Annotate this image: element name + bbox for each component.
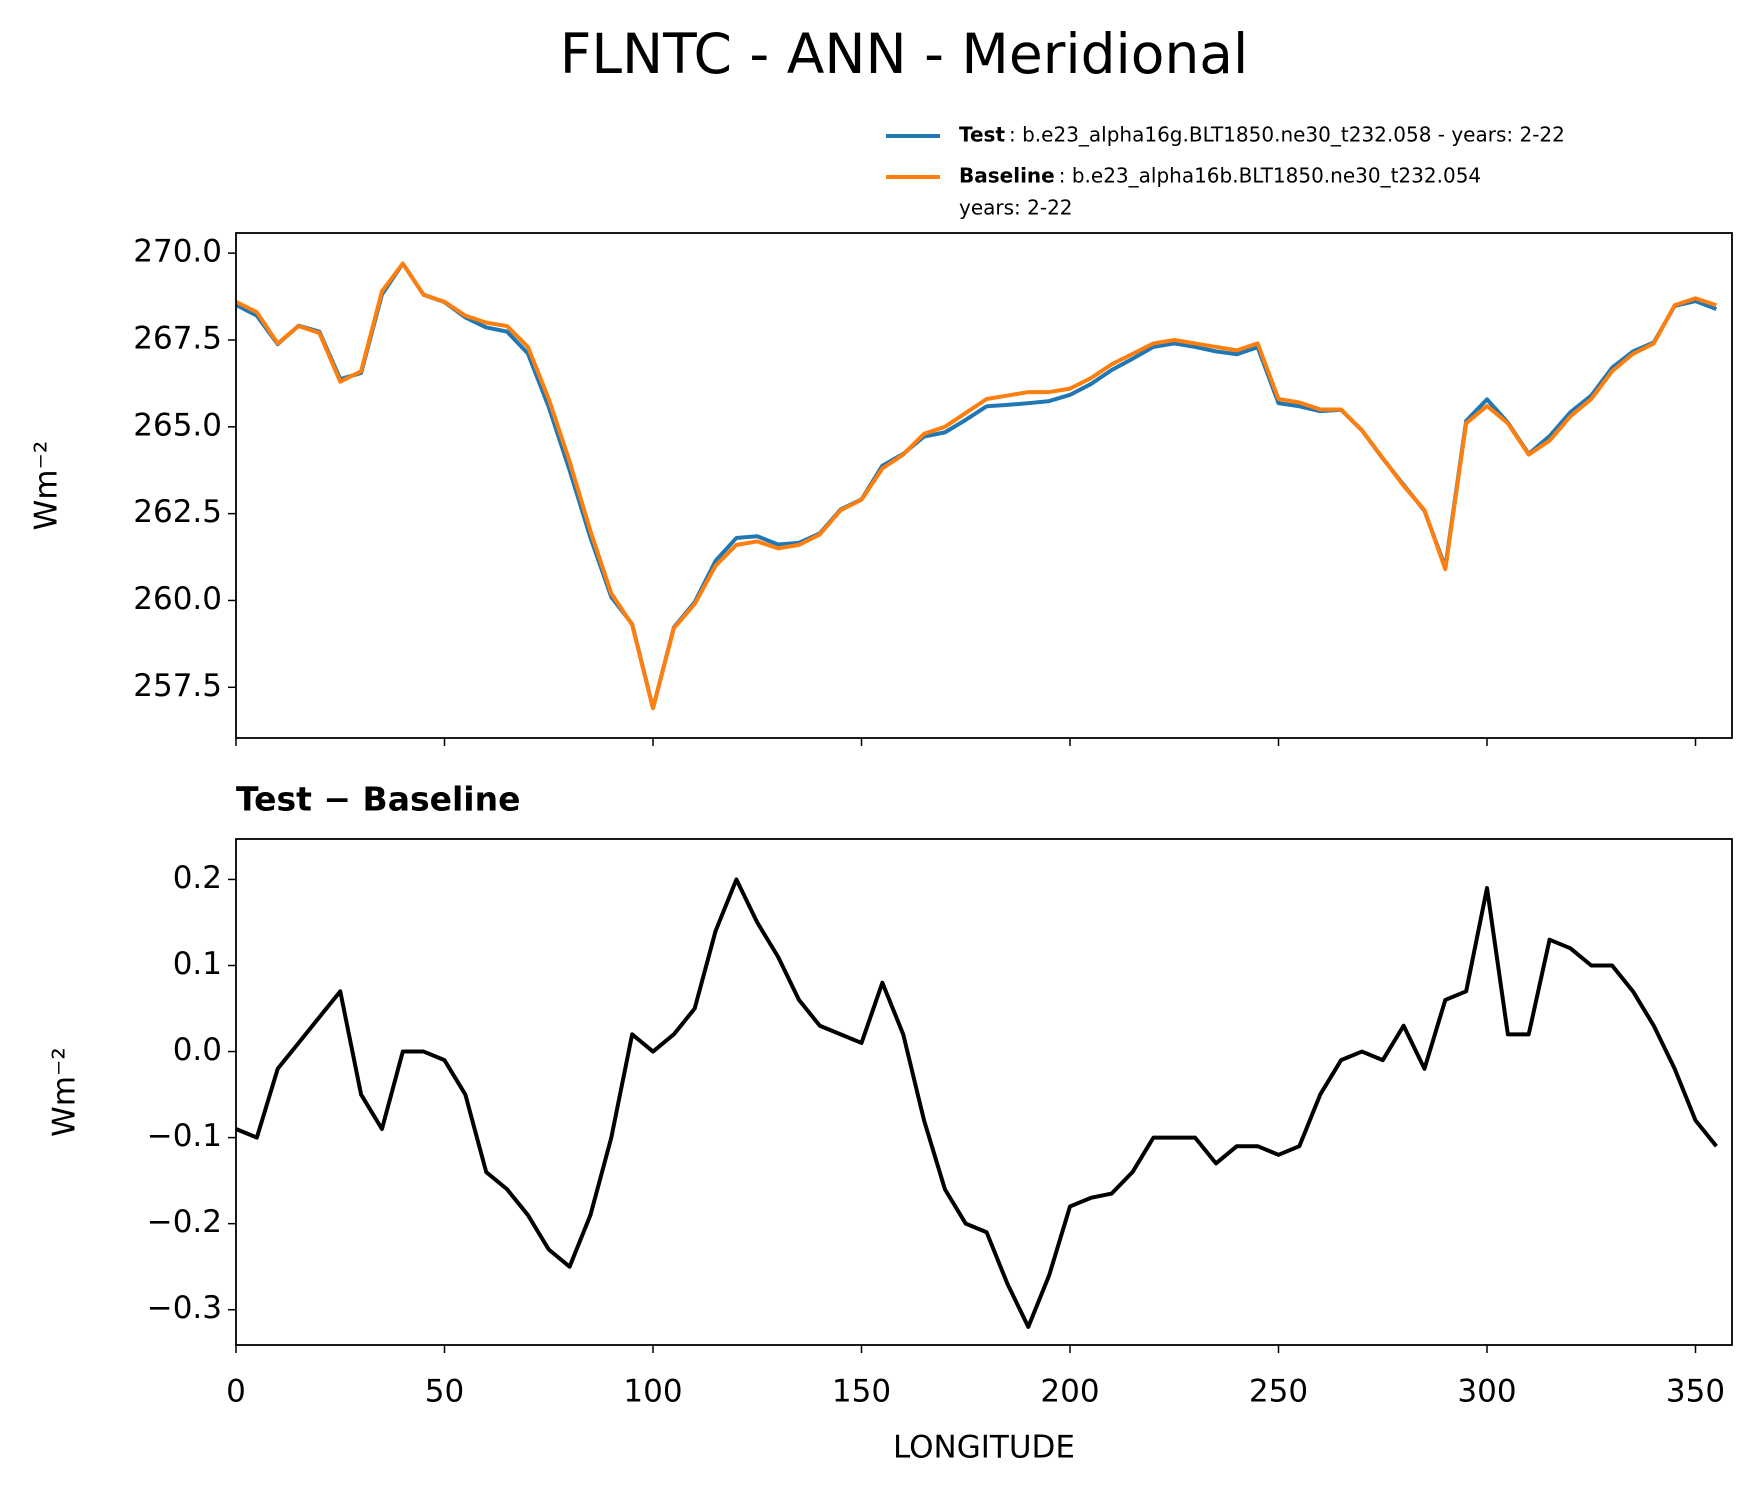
subplot-title: Test − Baseline bbox=[236, 780, 521, 819]
y-axis-label: Wm⁻² bbox=[29, 441, 65, 531]
series-line bbox=[235, 261, 1718, 711]
legend-label: : b.e23_alpha16g.BLT1850.ne30_t232.058 -… bbox=[1009, 123, 1565, 147]
x-axis-label: LONGITUDE bbox=[893, 1430, 1075, 1466]
y-tick-label: 265.0 bbox=[133, 407, 222, 443]
y-tick-label: 0.0 bbox=[173, 1032, 222, 1068]
y-tick-label: 270.0 bbox=[133, 234, 222, 270]
x-tick-label: 350 bbox=[1666, 1374, 1725, 1410]
x-tick-label: 50 bbox=[425, 1374, 464, 1410]
x-tick-label: 0 bbox=[226, 1374, 246, 1410]
y-tick-label: −0.3 bbox=[147, 1290, 222, 1326]
chart-title: FLNTC - ANN - Meridional bbox=[560, 22, 1249, 86]
x-tick-label: 200 bbox=[1040, 1374, 1099, 1410]
y-tick-label: 262.5 bbox=[133, 494, 222, 530]
x-tick-label: 250 bbox=[1249, 1374, 1308, 1410]
legend-name: Baseline bbox=[959, 164, 1055, 188]
x-tick-label: 100 bbox=[623, 1374, 682, 1410]
legend-name: Test bbox=[959, 123, 1005, 147]
series-line bbox=[235, 261, 1717, 711]
x-tick-label: 300 bbox=[1457, 1374, 1516, 1410]
plot-frame bbox=[235, 838, 1733, 1346]
y-tick-label: 260.0 bbox=[133, 581, 222, 617]
series-line bbox=[235, 877, 1718, 1329]
y-tick-label: 0.1 bbox=[173, 946, 222, 982]
x-tick-label: 150 bbox=[832, 1374, 891, 1410]
legend-label: years: 2-22 bbox=[959, 196, 1073, 220]
y-tick-label: −0.2 bbox=[147, 1204, 222, 1240]
y-axis-label: Wm⁻² bbox=[47, 1047, 83, 1137]
y-tick-label: −0.1 bbox=[147, 1118, 222, 1154]
y-tick-label: 257.5 bbox=[133, 668, 222, 704]
plot-frame bbox=[235, 232, 1733, 739]
y-tick-label: 267.5 bbox=[133, 320, 222, 356]
legend-label: : b.e23_alpha16b.BLT1850.ne30_t232.054 bbox=[1059, 164, 1481, 188]
y-tick-label: 0.2 bbox=[173, 860, 222, 896]
